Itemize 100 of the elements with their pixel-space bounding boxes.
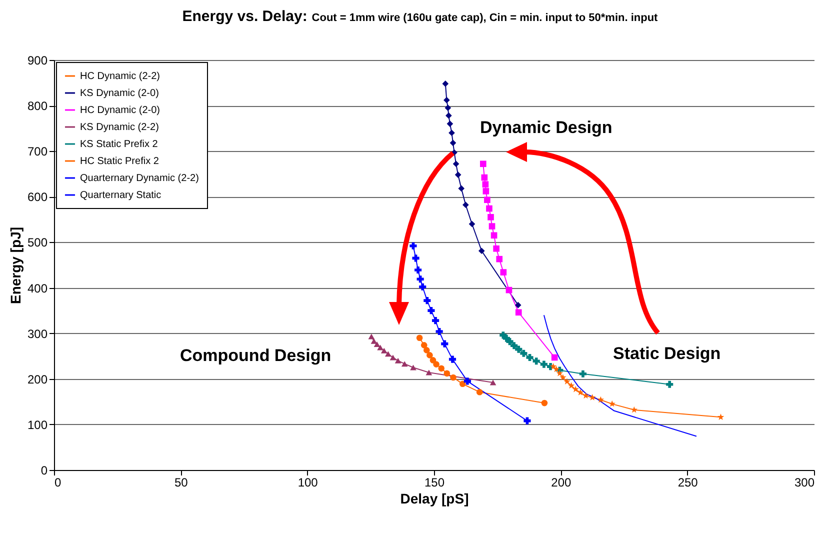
point bbox=[490, 380, 496, 386]
x-tick-label: 0 bbox=[54, 476, 62, 490]
point bbox=[458, 185, 465, 192]
point bbox=[568, 382, 575, 389]
point bbox=[524, 417, 531, 424]
point bbox=[468, 220, 476, 228]
y-tick-label: 500 bbox=[27, 236, 48, 250]
point bbox=[412, 254, 420, 262]
point bbox=[414, 266, 422, 274]
point bbox=[490, 232, 498, 239]
point bbox=[484, 196, 490, 204]
point bbox=[410, 242, 417, 250]
annotation: Dynamic Design bbox=[480, 118, 612, 138]
point bbox=[551, 354, 558, 361]
point bbox=[428, 307, 435, 314]
point bbox=[416, 276, 424, 283]
point bbox=[597, 396, 604, 403]
point bbox=[481, 174, 488, 181]
point bbox=[424, 296, 431, 304]
point bbox=[541, 400, 548, 406]
point bbox=[556, 370, 564, 376]
legend-label: HC Dynamic (2-2) bbox=[80, 71, 160, 82]
point bbox=[486, 205, 492, 212]
point bbox=[433, 361, 440, 368]
point bbox=[496, 256, 503, 262]
point bbox=[476, 388, 483, 396]
point bbox=[446, 112, 452, 119]
point bbox=[368, 334, 375, 340]
legend-label: KS Dynamic (2-2) bbox=[80, 122, 159, 133]
point bbox=[448, 130, 455, 136]
point bbox=[410, 364, 416, 370]
point bbox=[444, 104, 452, 111]
point bbox=[442, 80, 449, 87]
y-tick-label: 100 bbox=[27, 418, 48, 432]
chart-title: Energy vs. Delay: bbox=[182, 8, 308, 25]
y-axis-title: Energy [pJ] bbox=[7, 226, 24, 304]
point bbox=[444, 96, 450, 104]
x-tick-label: 50 bbox=[174, 476, 188, 490]
y-tick-label: 700 bbox=[27, 144, 48, 159]
x-tick-label: 200 bbox=[551, 476, 572, 490]
point bbox=[579, 370, 586, 378]
point bbox=[390, 354, 396, 360]
y-tick-label: 300 bbox=[27, 326, 48, 341]
point bbox=[506, 338, 514, 346]
point bbox=[482, 188, 490, 194]
point bbox=[480, 160, 486, 168]
point bbox=[377, 344, 384, 350]
x-tick-label: 150 bbox=[424, 476, 445, 490]
point bbox=[588, 394, 596, 400]
point bbox=[420, 342, 428, 348]
point bbox=[550, 363, 557, 370]
y-tick-label: 400 bbox=[27, 281, 48, 296]
point bbox=[394, 358, 402, 364]
point bbox=[448, 356, 456, 363]
point bbox=[370, 338, 378, 344]
point bbox=[446, 120, 454, 127]
point bbox=[478, 248, 485, 254]
y-tick-label: 600 bbox=[27, 190, 48, 204]
legend-label: KS Static Prefix 2 bbox=[80, 139, 158, 150]
point bbox=[577, 389, 584, 396]
point bbox=[582, 392, 590, 399]
point bbox=[572, 386, 579, 392]
x-tick-label: 100 bbox=[298, 476, 318, 490]
point bbox=[384, 351, 392, 357]
point bbox=[553, 366, 560, 372]
point bbox=[464, 378, 471, 385]
point bbox=[482, 181, 489, 188]
y-tick-label: 800 bbox=[27, 99, 48, 114]
chart-subtitle: Cout = 1mm wire (160u gate cap), Cin = min. input to 50*min. input bbox=[312, 12, 658, 24]
point bbox=[452, 160, 460, 168]
x-tick-label: 250 bbox=[678, 476, 698, 490]
point bbox=[515, 346, 522, 353]
point bbox=[532, 358, 540, 365]
point bbox=[401, 361, 408, 367]
point bbox=[462, 202, 469, 208]
point bbox=[560, 374, 566, 380]
point bbox=[438, 365, 445, 372]
point bbox=[380, 348, 388, 354]
point bbox=[506, 286, 512, 294]
point bbox=[493, 245, 500, 252]
point bbox=[630, 406, 638, 413]
point bbox=[540, 360, 548, 368]
y-tick-label: 900 bbox=[27, 54, 48, 68]
point bbox=[419, 283, 426, 290]
point bbox=[520, 350, 528, 357]
point bbox=[426, 370, 432, 376]
point bbox=[444, 370, 450, 377]
legend-label: HC Dynamic (2-0) bbox=[80, 105, 160, 116]
point bbox=[436, 328, 443, 336]
point bbox=[454, 172, 462, 178]
point bbox=[717, 414, 724, 420]
point bbox=[526, 354, 534, 362]
point bbox=[416, 334, 423, 342]
point bbox=[666, 380, 674, 388]
y-tick-label: 200 bbox=[27, 372, 48, 386]
point bbox=[430, 357, 436, 364]
legend-label: Quarternary Static bbox=[80, 190, 162, 201]
point bbox=[423, 347, 430, 354]
legend-label: HC Static Prefix 2 bbox=[80, 156, 160, 167]
point bbox=[515, 309, 522, 316]
